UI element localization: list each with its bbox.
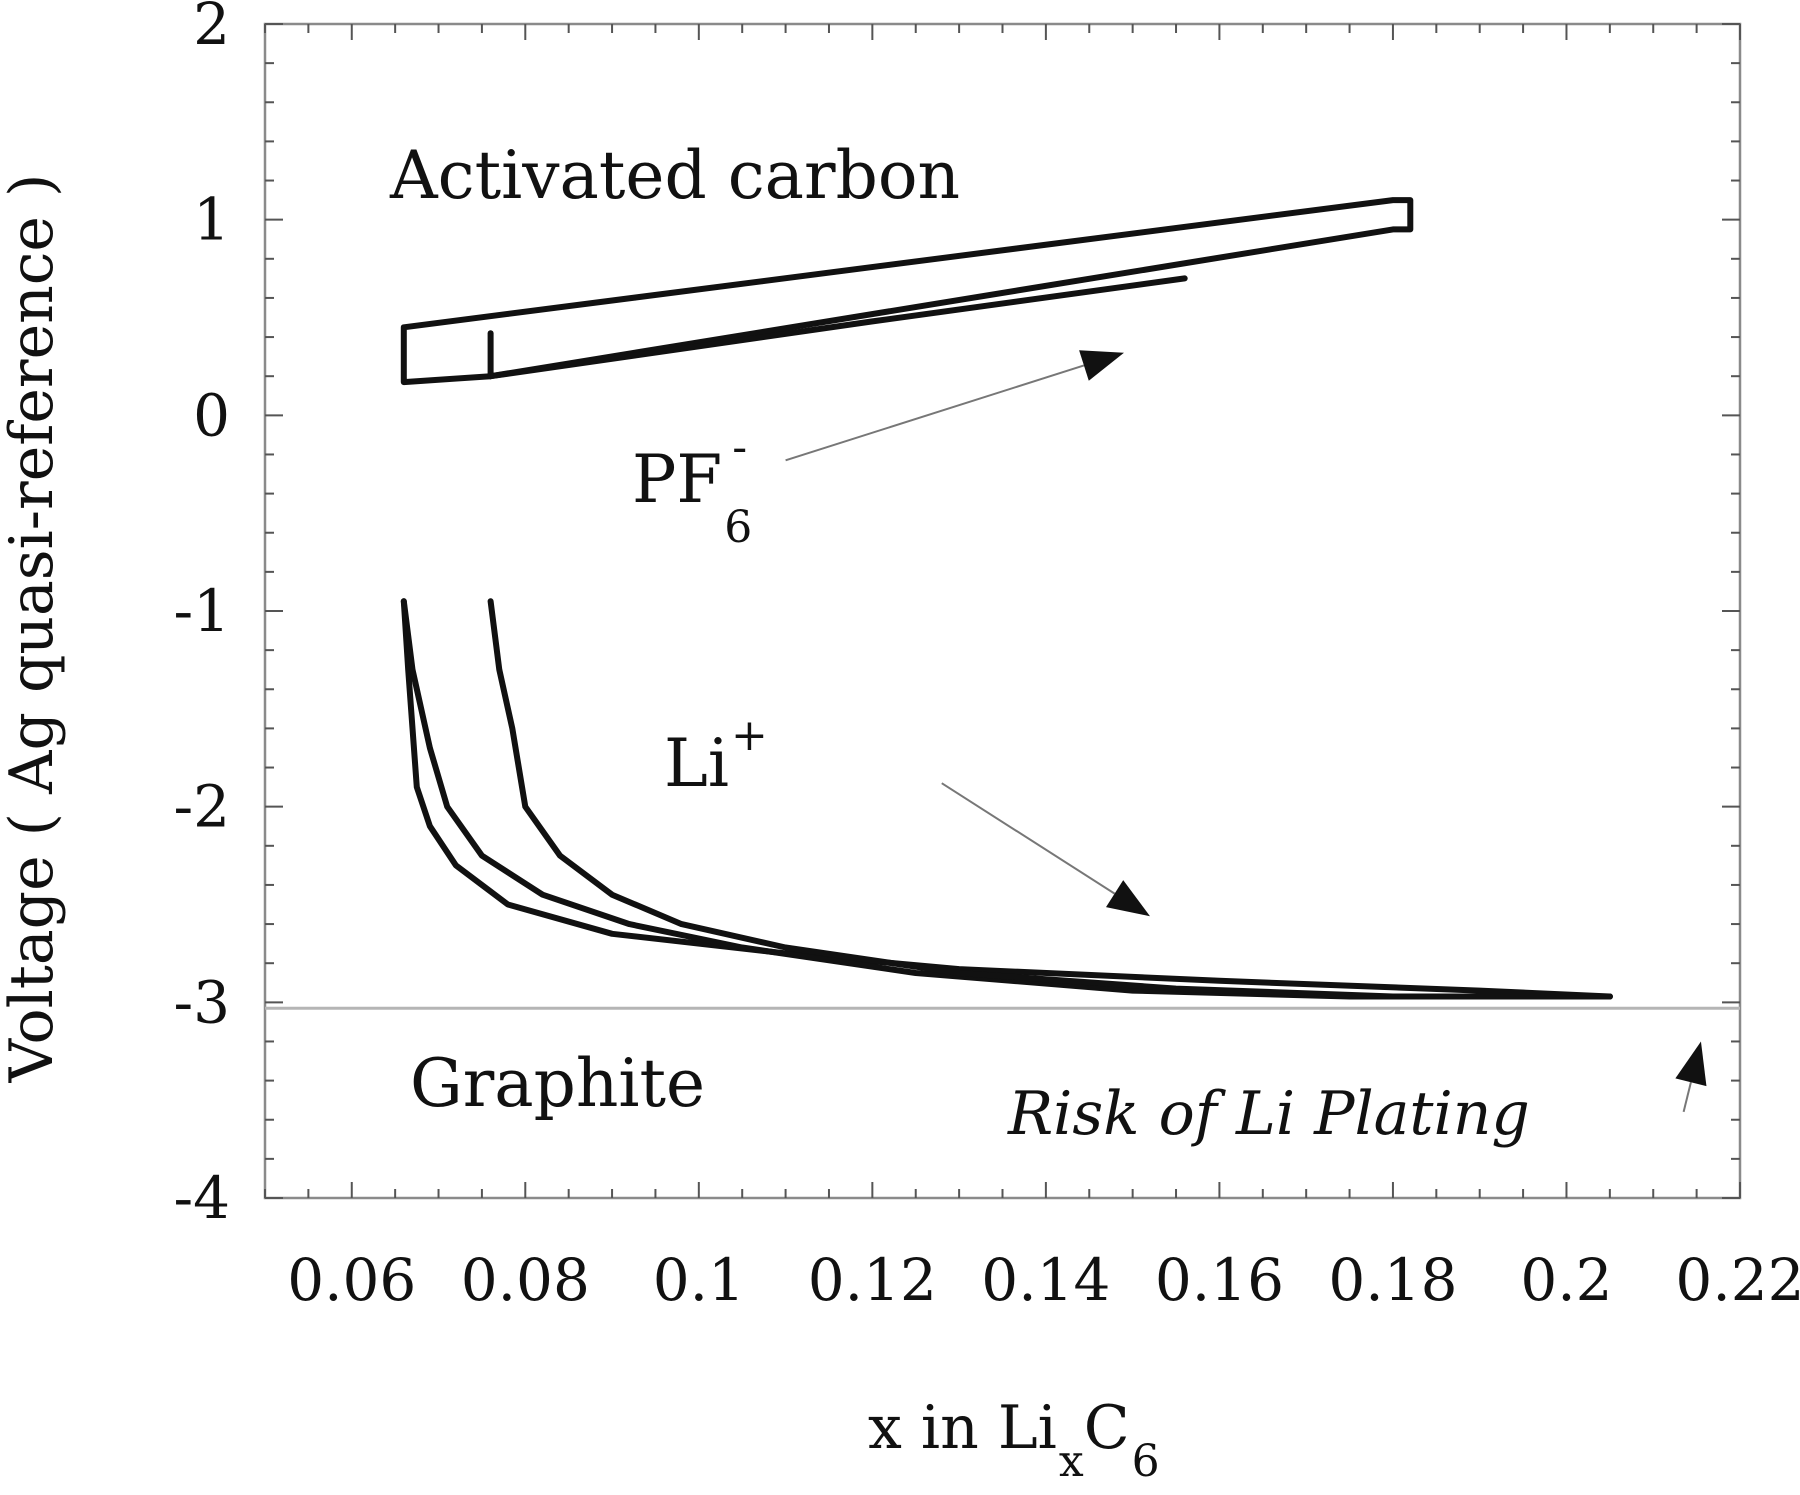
arrow-head xyxy=(1675,1041,1707,1087)
y-tick-label: 1 xyxy=(193,186,230,254)
x-axis-label-sub-6: 6 xyxy=(1132,1436,1160,1487)
annotation-activated-carbon: Activated carbon xyxy=(389,137,960,214)
series-1-curve-2 xyxy=(487,275,1188,380)
annotation-arrow-2 xyxy=(941,782,1150,917)
x-tick-label: 0.22 xyxy=(1675,1246,1800,1314)
annotation-pf6: PF6 - xyxy=(632,422,752,553)
x-tick-label: 0.16 xyxy=(1155,1246,1284,1314)
y-tick-label: -2 xyxy=(174,773,231,841)
x-tick-label: 0.18 xyxy=(1328,1246,1457,1314)
annotation-pf6-sub: 6 xyxy=(724,502,752,553)
arrows-group xyxy=(785,350,1707,1113)
y-tick-label: 0 xyxy=(193,381,230,449)
x-axis-label: x in LixC6 xyxy=(868,1393,1160,1487)
x-tick-label: 0.1 xyxy=(653,1246,745,1314)
annotation-arrow-3 xyxy=(1675,1041,1707,1113)
annotation-graphite: Graphite xyxy=(410,1045,705,1122)
x-tick-label: 0.12 xyxy=(808,1246,937,1314)
series-group xyxy=(400,197,1613,1000)
series-1 xyxy=(400,197,1414,386)
y-tick-label: -4 xyxy=(174,1164,231,1232)
y-axis-label: Voltage ( Ag quasi-reference ) xyxy=(0,174,67,1084)
annotation-li-main: Li xyxy=(664,725,729,802)
series-2 xyxy=(400,598,1613,1000)
series-2-curve-3 xyxy=(487,598,1613,1000)
arrow-shaft xyxy=(941,782,1116,895)
y-tick-label: -3 xyxy=(174,968,231,1036)
y-tick-label: -1 xyxy=(174,577,231,645)
annotation-pf6-sup: - xyxy=(732,422,747,473)
ticks-group: 0.06 0.08 0.1 0.12 0.14 0.16 0.18 0.2 0.22 2 1 0 -1 -… xyxy=(174,0,1800,1314)
arrow-head xyxy=(1079,350,1124,381)
series-1-curve-1 xyxy=(400,197,1414,386)
annotation-li-sup: + xyxy=(731,710,768,761)
annotation-risk-li-plating: Risk of Li Plating xyxy=(1007,1079,1530,1149)
x-tick-label: 0.2 xyxy=(1520,1246,1612,1314)
y-tick-label: 2 xyxy=(193,0,230,58)
x-axis-label-sub-x: x xyxy=(1059,1436,1084,1487)
annotation-arrow-1 xyxy=(785,350,1124,462)
arrow-head xyxy=(1105,880,1150,917)
arrow-shaft xyxy=(785,364,1085,462)
x-axis-label-c: C xyxy=(1084,1393,1130,1463)
x-axis-label-prefix: x in Li xyxy=(868,1393,1057,1463)
annotation-li: Li+ xyxy=(664,710,768,802)
annotation-pf6-main: PF xyxy=(632,441,722,518)
arrow-shaft xyxy=(1682,1082,1692,1113)
x-tick-label: 0.14 xyxy=(981,1246,1110,1314)
series-2-curve-2 xyxy=(400,598,1613,1000)
x-tick-label: 0.08 xyxy=(461,1246,590,1314)
x-tick-label: 0.06 xyxy=(287,1246,416,1314)
series-2-curve-1 xyxy=(400,598,1613,1000)
